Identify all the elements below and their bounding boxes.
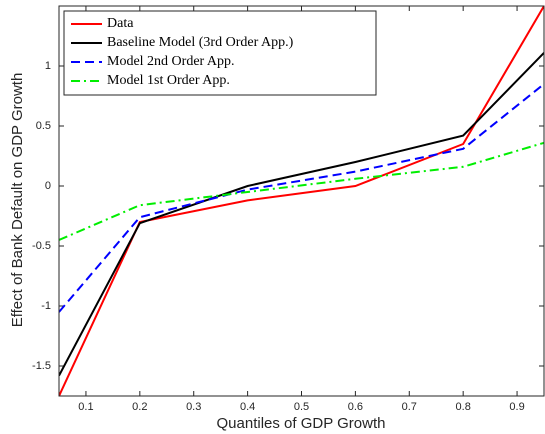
legend-label: Model 1st Order App. (107, 73, 230, 88)
x-tick-label: 0.3 (186, 401, 201, 413)
y-tick-label: 0 (45, 180, 51, 192)
plot-frame (58, 5, 545, 397)
x-tick-label: 0.4 (240, 401, 255, 413)
y-tick-label: -0.5 (32, 240, 51, 252)
y-axis-label: Effect of Bank Default on GDP Growth (9, 73, 26, 328)
y-tick-label: 0.5 (36, 120, 51, 132)
data-line (59, 141, 544, 241)
x-tick-label: 0.9 (509, 401, 524, 413)
x-tick-label: 0.5 (294, 401, 309, 413)
legend-label: Baseline Model (3rd Order App.) (107, 35, 294, 50)
x-axis-label: Quantiles of GDP Growth (217, 415, 386, 432)
data-line (59, 52, 544, 377)
x-tick-label: 0.8 (456, 401, 471, 413)
y-tick-label: -1 (41, 300, 51, 312)
legend-label: Model 2nd Order App. (107, 54, 235, 69)
data-line (59, 83, 544, 313)
legend-label: Data (107, 16, 134, 31)
x-tick-label: 0.1 (78, 401, 93, 413)
x-tick-label: 0.7 (402, 401, 417, 413)
x-tick-label: 0.6 (348, 401, 363, 413)
y-tick-label: 1 (45, 60, 51, 72)
x-tick-label: 0.2 (132, 401, 147, 413)
y-tick-label: -1.5 (32, 360, 51, 372)
legend-box (63, 10, 377, 96)
